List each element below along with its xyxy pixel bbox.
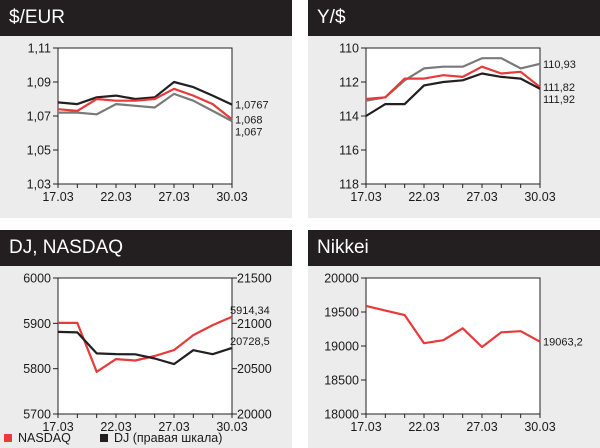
legend-label: DJ (правая шкала)	[114, 431, 223, 445]
x-tick-label: 27.03	[466, 420, 497, 434]
y-tick-label: 18000	[324, 408, 359, 422]
y-right-tick-label: 21000	[237, 317, 272, 331]
panel-dj-nasdaq: DJ, NASDAQ 6000 5900 5800 5700 21500 21000 205…	[0, 230, 292, 448]
y-right-tick-label: 21500	[237, 272, 272, 286]
x-tick-label: 17.03	[350, 190, 381, 204]
x-tick-label: 22.03	[408, 190, 439, 204]
panel-yen-usd: Y/$ 110 112 114 116 118 17.03 22.03 27.03 30.03 1…	[308, 0, 600, 218]
plot-area	[365, 277, 541, 415]
end-value-label: 1,0767	[235, 100, 269, 112]
y-tick-label: 5900	[23, 317, 51, 331]
series-line	[365, 65, 541, 101]
y-tick-label: 114	[339, 110, 359, 124]
legend-swatch	[100, 434, 108, 442]
y-tick-label: 110	[339, 42, 359, 56]
panel-nikkei: Nikkei 20000 19500 19000 18500 18000 17.03 22.…	[308, 230, 600, 448]
y-tick-label: 5700	[23, 408, 51, 422]
end-value-label: 1,067	[235, 126, 263, 138]
legend-label: NASDAQ	[18, 431, 71, 445]
legend-item-nasdaq: NASDAQ	[4, 431, 71, 445]
x-tick-label: 30.03	[216, 190, 247, 204]
end-value-label: 111,82	[543, 82, 575, 94]
end-value-label: 20728,5	[230, 336, 270, 348]
series-line	[57, 87, 233, 121]
legend-dj-nasdaq: NASDAQ DJ (правая шкала)	[0, 428, 300, 448]
end-value-label: 1,068	[235, 114, 263, 126]
plot-area	[57, 47, 233, 185]
y-tick-label: 116	[339, 144, 359, 158]
panel-header: Y/$	[308, 0, 600, 36]
legend-swatch	[4, 434, 12, 442]
y-tick-label: 19500	[324, 306, 359, 320]
y-right-tick-label: 20500	[237, 362, 272, 376]
y-tick-label: 1,07	[27, 110, 51, 124]
series-line	[57, 80, 233, 106]
series-line	[365, 304, 541, 349]
y-tick-label: 19000	[324, 340, 359, 354]
x-tick-label: 30.03	[216, 420, 247, 434]
panel-header: Nikkei	[308, 230, 600, 266]
x-tick-label: 27.03	[158, 190, 189, 204]
plot-area	[365, 47, 541, 185]
end-value-label: 5914,34	[230, 305, 270, 317]
x-tick-label: 22.03	[408, 420, 439, 434]
y-tick-label: 118	[339, 178, 359, 192]
legend-item-dj: DJ (правая шкала)	[100, 431, 222, 445]
y-tick-label: 20000	[324, 272, 359, 286]
chart-title: Nikkei	[317, 237, 369, 258]
x-tick-label: 27.03	[466, 190, 497, 204]
series-line	[365, 72, 541, 117]
plot-area	[57, 277, 233, 415]
panel-header: DJ, NASDAQ	[0, 230, 292, 266]
chart-dj-nasdaq: 6000 5900 5800 5700 21500 21000 20500 20000 17.0…	[23, 272, 272, 435]
x-tick-label: 30.03	[524, 420, 555, 434]
series-line	[58, 92, 233, 123]
y-tick-label: 18500	[324, 374, 359, 388]
panel-header: $/EUR	[0, 0, 292, 36]
panel-usd-eur: $/EUR 1,11 1,09 1,07 1,05 1,03 17.03 22.03 27.0…	[0, 0, 292, 218]
y-tick-label: 1,03	[27, 178, 51, 192]
x-tick-label: 22.03	[100, 190, 131, 204]
chart-title: $/EUR	[9, 7, 65, 28]
x-tick-label: 17.03	[350, 420, 381, 434]
y-tick-label: 1,09	[27, 76, 51, 90]
end-value-label: 110,93	[543, 59, 576, 71]
chart-title: DJ, NASDAQ	[9, 237, 124, 258]
x-tick-label: 22.03	[100, 420, 131, 434]
series-line	[57, 330, 233, 366]
x-tick-label: 17.03	[42, 420, 73, 434]
chart-title: Y/$	[317, 7, 346, 28]
y-tick-label: 112	[339, 76, 359, 90]
series-line	[58, 315, 233, 373]
x-tick-label: 27.03	[158, 420, 189, 434]
y-tick-label: 1,11	[28, 42, 51, 56]
end-value-label: 19063,2	[543, 337, 583, 349]
y-tick-label: 1,05	[27, 144, 51, 158]
end-value-label: 111,92	[543, 94, 575, 106]
y-tick-label: 5800	[23, 362, 51, 376]
y-right-tick-label: 20000	[237, 408, 272, 422]
x-tick-label: 17.03	[42, 190, 73, 204]
y-tick-label: 6000	[23, 272, 51, 286]
x-tick-label: 30.03	[524, 190, 555, 204]
